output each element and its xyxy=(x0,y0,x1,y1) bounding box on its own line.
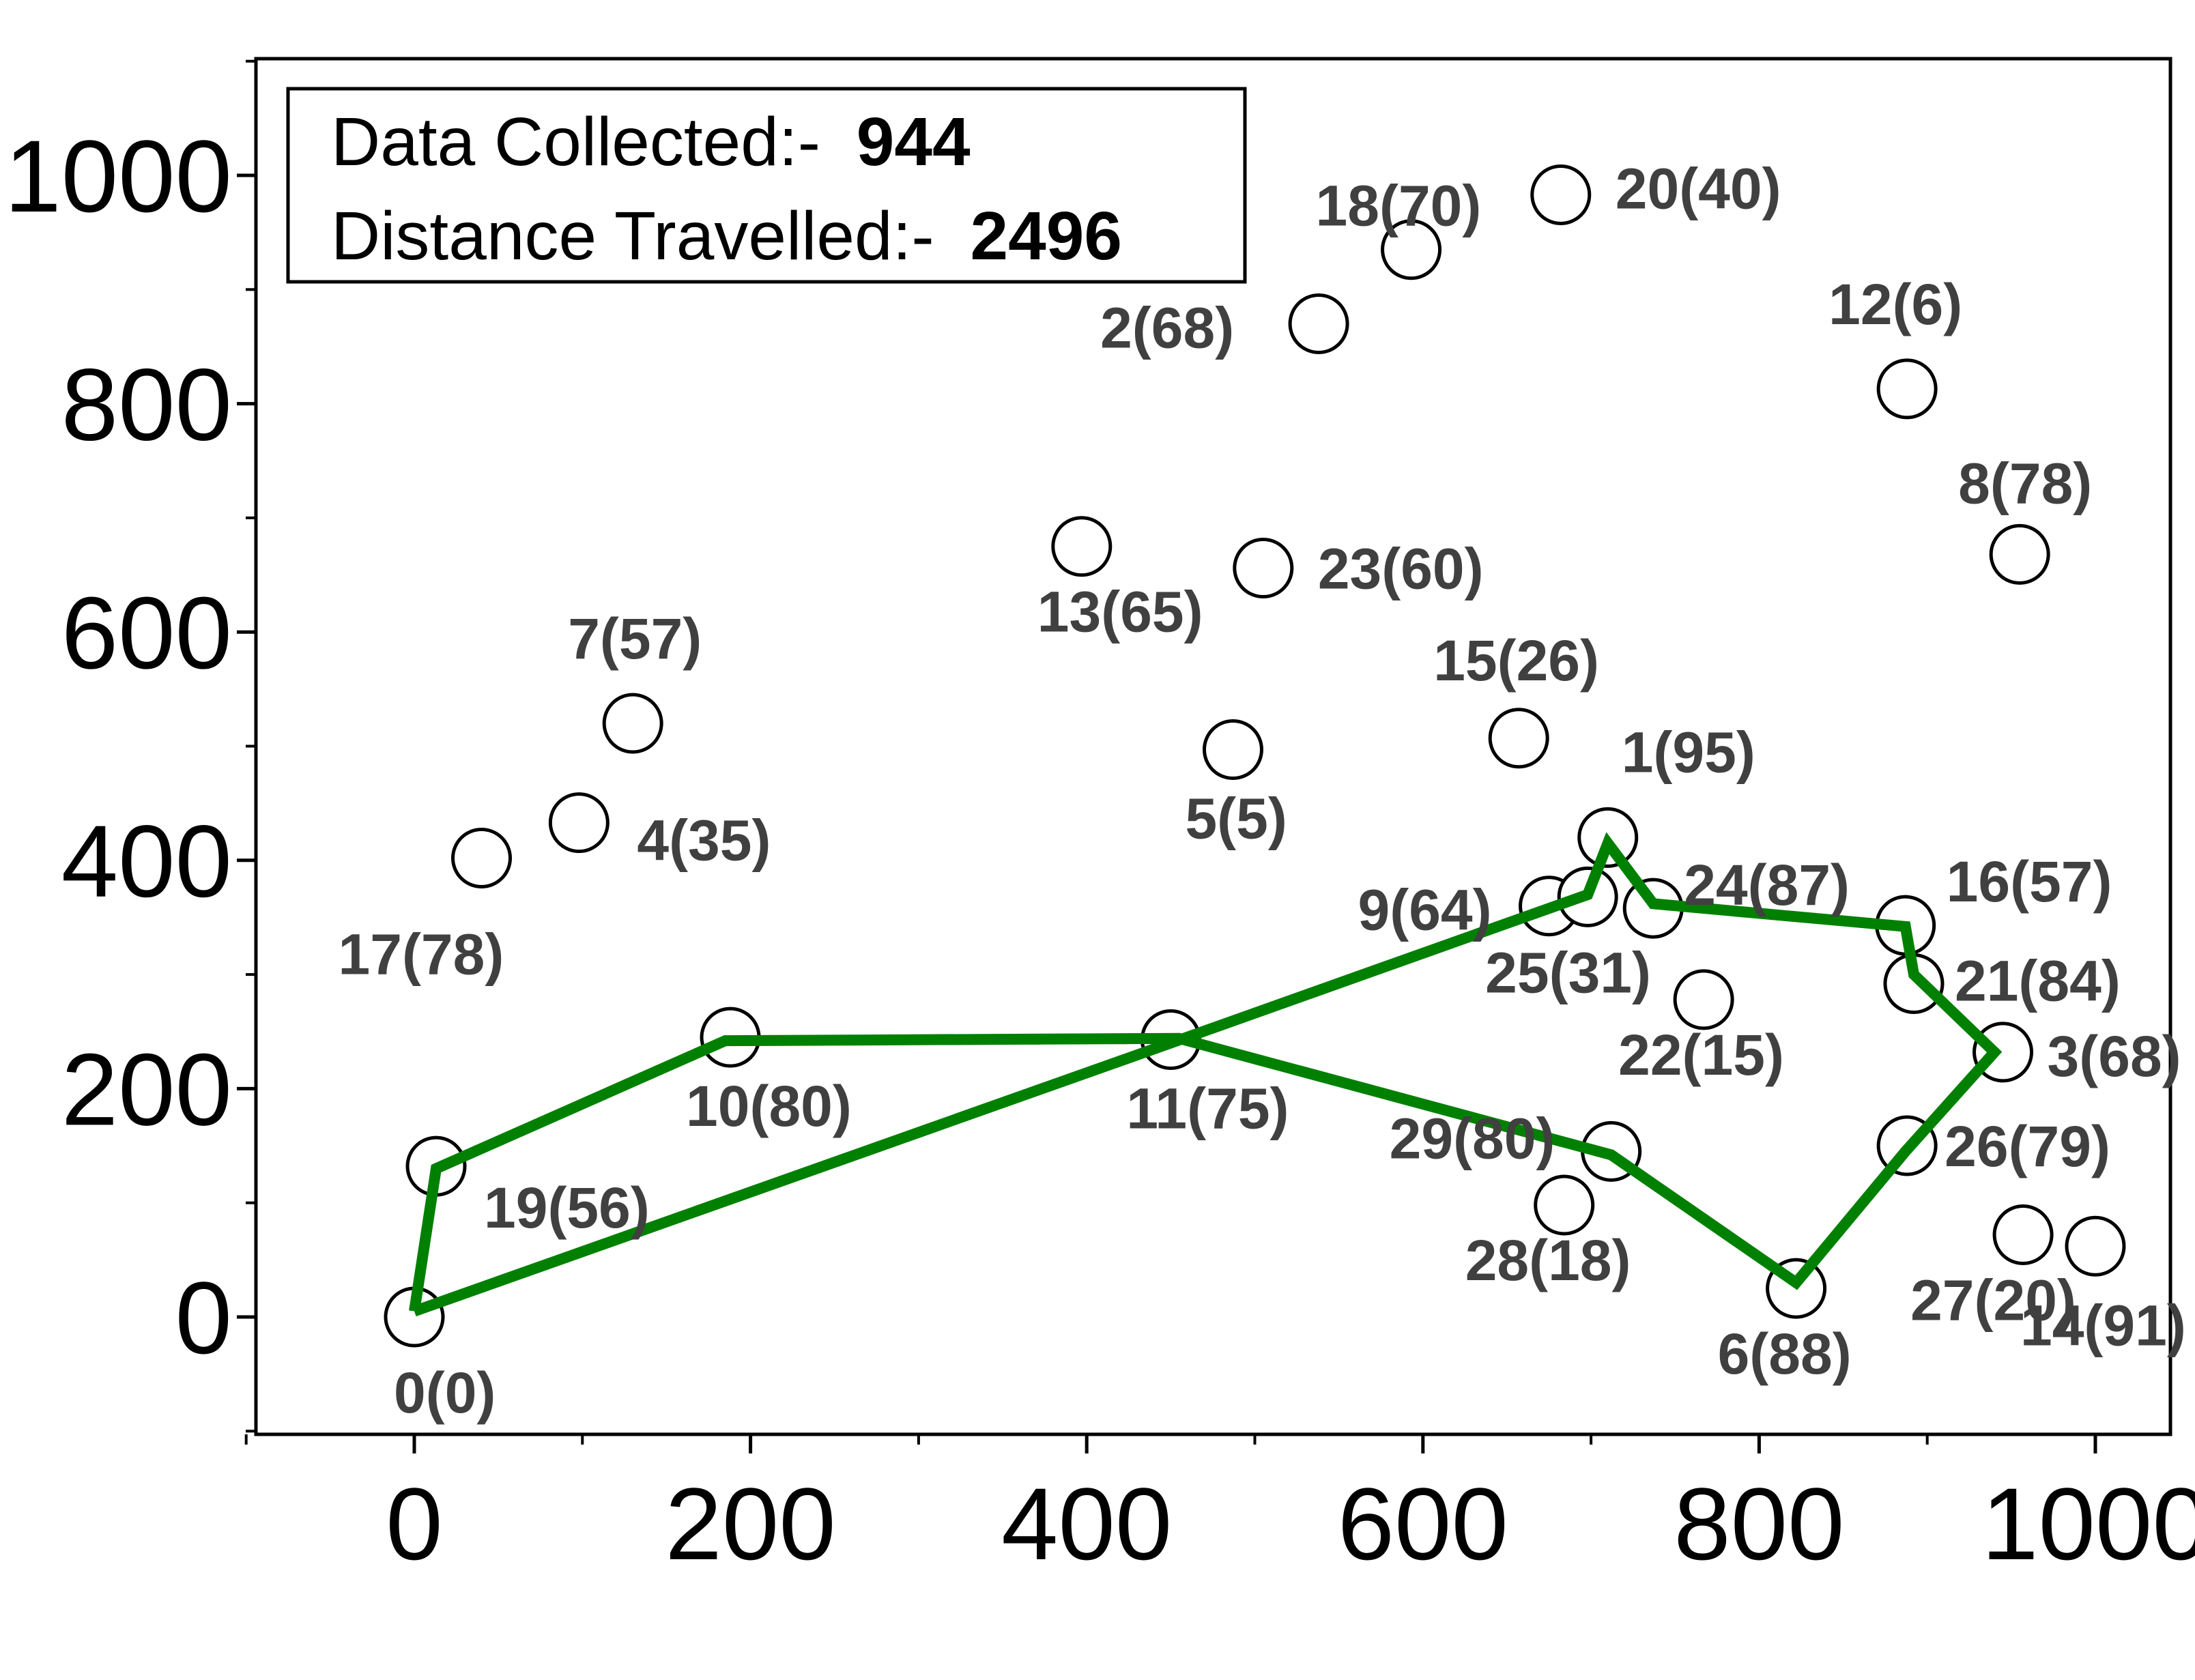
node-label: 1(95) xyxy=(1622,720,1755,784)
node-label: 2(68) xyxy=(1100,295,1234,360)
node-marker xyxy=(1381,219,1442,280)
node-marker xyxy=(1530,164,1592,225)
node-label: 14(91) xyxy=(2020,1293,2186,1357)
legend-data-label: Data Collected:- xyxy=(331,104,820,180)
node-label: 23(60) xyxy=(1318,537,1484,601)
legend: Data Collected:- 944 Distance Travelled:… xyxy=(286,87,1247,284)
node-marker xyxy=(1202,719,1263,781)
legend-distance-label: Distance Travelled:- xyxy=(331,198,934,274)
node-label: 20(40) xyxy=(1616,156,1781,220)
node-label: 0(0) xyxy=(394,1361,496,1425)
node-marker xyxy=(1051,516,1113,577)
node-label: 16(57) xyxy=(1947,850,2112,914)
y-axis: 0 200 400 600 800 1000 xyxy=(4,59,256,1433)
node-label: 19(56) xyxy=(484,1176,650,1240)
node-marker xyxy=(1673,969,1734,1030)
x-tick-label: 0 xyxy=(386,1466,442,1581)
node-label: 11(75) xyxy=(1126,1076,1289,1140)
x-tick-label: 400 xyxy=(1001,1466,1172,1581)
node-label: 18(70) xyxy=(1316,174,1482,238)
node-label: 8(78) xyxy=(1958,451,2092,515)
node-label: 15(26) xyxy=(1433,628,1599,693)
node-label: 17(78) xyxy=(339,922,504,986)
node-marker xyxy=(1534,1174,1595,1236)
x-tick-label: 200 xyxy=(665,1466,835,1581)
x-tick-label: 800 xyxy=(1674,1466,1844,1581)
y-tick-label: 600 xyxy=(61,575,232,690)
node-label: 27(20) xyxy=(1910,1269,2076,1333)
node-label: 12(6) xyxy=(1828,272,1962,336)
node-marker xyxy=(548,792,609,854)
x-tick-label: 600 xyxy=(1338,1466,1508,1581)
y-tick-label: 200 xyxy=(61,1032,232,1146)
node-marker xyxy=(1288,293,1349,354)
node-marker xyxy=(1488,708,1549,769)
node-label: 5(5) xyxy=(1185,787,1287,851)
node-label: 26(79) xyxy=(1945,1114,2110,1178)
node-marker xyxy=(2065,1215,2126,1277)
legend-data-line: Data Collected:- 944 xyxy=(331,104,971,180)
node-marker xyxy=(1989,523,2050,585)
node-label: 28(18) xyxy=(1465,1228,1631,1292)
y-tick-label: 800 xyxy=(61,347,232,462)
node-label: 22(15) xyxy=(1618,1023,1784,1087)
node-label: 9(64) xyxy=(1358,878,1492,942)
node-label: 24(87) xyxy=(1684,853,1850,917)
y-tick-label: 400 xyxy=(61,804,232,918)
node-marker xyxy=(451,827,513,888)
node-label: 6(88) xyxy=(1718,1322,1852,1386)
node-label: 7(57) xyxy=(568,607,702,671)
node-labels: 0(0) 1(95) 2(68) 3(68) 4(35) 5(5) 6(88) 7(57) 8(… xyxy=(339,156,2186,1425)
node-label: 13(65) xyxy=(1037,580,1203,644)
legend-distance-line: Distance Travelled:- 2496 xyxy=(331,198,1122,274)
route-line xyxy=(409,832,2003,1317)
node-label: 29(80) xyxy=(1390,1106,1555,1170)
node-label: 21(84) xyxy=(1955,948,2121,1013)
y-tick-label: 1000 xyxy=(4,119,232,233)
node-marker xyxy=(602,693,663,754)
sensor-nodes xyxy=(384,164,2126,1348)
node-label: 3(68) xyxy=(2048,1024,2181,1088)
node-marker xyxy=(1233,538,1294,599)
node-label: 25(31) xyxy=(1485,940,1651,1004)
node-label: 4(35) xyxy=(637,809,771,873)
node-marker xyxy=(1876,358,1938,420)
legend-distance-value: 2496 xyxy=(971,198,1122,274)
x-tick-label: 1000 xyxy=(1981,1466,2195,1581)
legend-box xyxy=(286,87,1247,284)
node-label: 10(80) xyxy=(686,1074,852,1138)
y-tick-label: 0 xyxy=(175,1260,232,1375)
legend-data-value: 944 xyxy=(857,104,971,180)
x-axis: 0 200 400 600 800 1000 xyxy=(244,1434,2195,1581)
node-marker xyxy=(1992,1204,2054,1266)
